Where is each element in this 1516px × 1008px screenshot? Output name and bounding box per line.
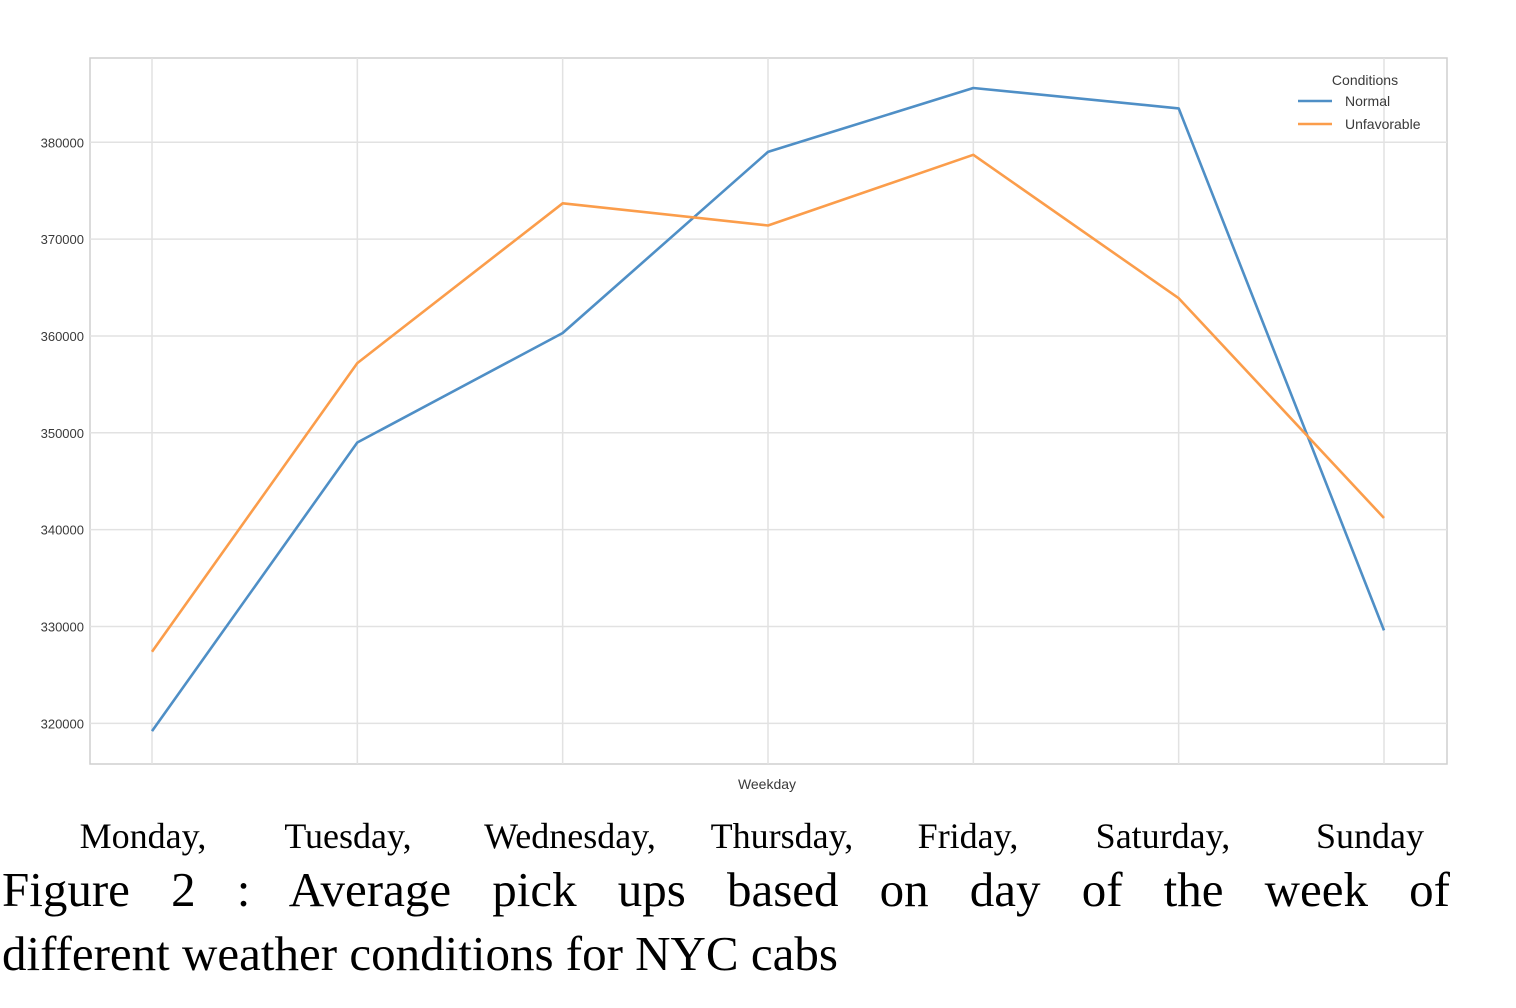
grid xyxy=(90,58,1447,764)
legend-label-normal: Normal xyxy=(1345,93,1390,109)
x-category-label: Tuesday, xyxy=(284,816,411,856)
y-tick-label: 360000 xyxy=(41,329,84,344)
series-line-normal xyxy=(150,86,1386,732)
y-tick-label: 340000 xyxy=(41,523,84,538)
y-tick-label: 350000 xyxy=(41,426,84,441)
series-line-unfavorable xyxy=(150,153,1385,653)
x-category-label: Monday, xyxy=(80,816,207,856)
x-category-label: Wednesday, xyxy=(484,816,656,856)
figure-caption: Figure 2 : Average pick ups based on day… xyxy=(2,858,1450,986)
y-tick-labels: 320000 330000 340000 350000 360000 370000 3800… xyxy=(41,135,84,731)
caption-line-2: different weather conditions for NYC cab… xyxy=(2,926,838,981)
x-category-label: Saturday, xyxy=(1096,816,1231,856)
legend-title: Conditions xyxy=(1332,72,1398,88)
caption-line-1: Figure 2 : Average pick ups based on day… xyxy=(2,862,1450,917)
legend: Conditions Normal Unfavorable xyxy=(1298,72,1421,132)
x-category-label: Friday, xyxy=(918,816,1019,856)
x-axis-label: Weekday xyxy=(738,776,796,792)
line-chart: 320000 330000 340000 350000 360000 370000 3800… xyxy=(41,57,1448,856)
y-tick-label: 370000 xyxy=(41,232,84,247)
y-tick-label: 330000 xyxy=(41,619,84,634)
y-tick-label: 320000 xyxy=(41,716,84,731)
y-tick-label: 380000 xyxy=(41,135,84,150)
x-category-labels: Monday, Tuesday, Wednesday, Thursday, Friday… xyxy=(80,816,1424,856)
x-category-label: Thursday, xyxy=(711,816,854,856)
series-lines xyxy=(150,86,1386,732)
legend-label-unfavorable: Unfavorable xyxy=(1345,116,1421,132)
x-category-label: Sunday xyxy=(1316,816,1424,856)
